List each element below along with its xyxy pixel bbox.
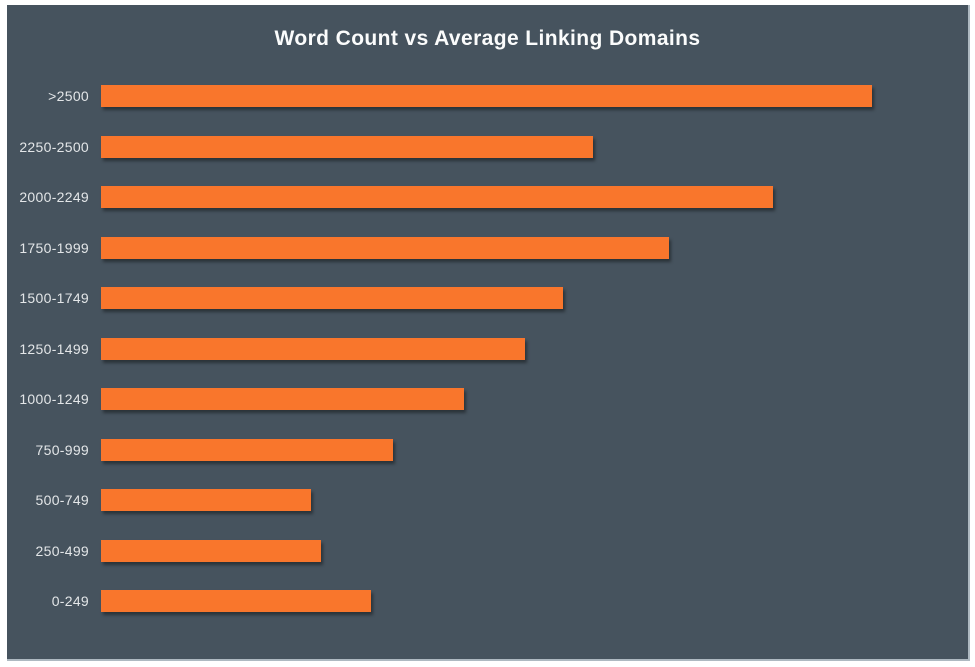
- chart-row: 1250-1499: [7, 324, 968, 375]
- bar: [101, 135, 593, 158]
- chart-row: >2500: [7, 71, 968, 122]
- category-label: 1750-1999: [19, 239, 89, 256]
- bar: [101, 438, 394, 461]
- chart-row: 750-999: [7, 425, 968, 476]
- bar: [101, 186, 774, 209]
- chart-row: 1000-1249: [7, 374, 968, 425]
- category-label: 750-999: [35, 441, 89, 458]
- chart-row: 1500-1749: [7, 273, 968, 324]
- bar: [101, 388, 465, 411]
- chart-row: 0-249: [7, 576, 968, 627]
- category-label: >2500: [48, 88, 89, 105]
- category-label: 1250-1499: [19, 340, 89, 357]
- bar-chart-plot: >2500 2250-2500 2000-2249 1750-1999 1500-174…: [7, 71, 968, 627]
- category-label: 0-249: [51, 593, 89, 610]
- bar: [101, 287, 563, 310]
- chart-row: 500-749: [7, 475, 968, 526]
- bar: [101, 85, 872, 108]
- category-label: 2000-2249: [19, 189, 89, 206]
- chart-title: Word Count vs Average Linking Domains: [274, 27, 701, 50]
- chart-row: 250-499: [7, 526, 968, 577]
- chart-row: 1750-1999: [7, 223, 968, 274]
- chart-row: 2250-2500: [7, 122, 968, 173]
- bar-chart: Word Count vs Average Linking Domains >2…: [7, 5, 970, 661]
- category-label: 2250-2500: [19, 138, 89, 155]
- category-label: 500-749: [35, 492, 89, 509]
- category-label: 1500-1749: [19, 290, 89, 307]
- category-label: 1000-1249: [19, 391, 89, 408]
- bar: [101, 539, 321, 562]
- bar: [101, 590, 371, 613]
- category-label: 250-499: [35, 542, 89, 559]
- chart-row: 2000-2249: [7, 172, 968, 223]
- bar: [101, 337, 526, 360]
- bar: [101, 489, 311, 512]
- bar: [101, 236, 670, 259]
